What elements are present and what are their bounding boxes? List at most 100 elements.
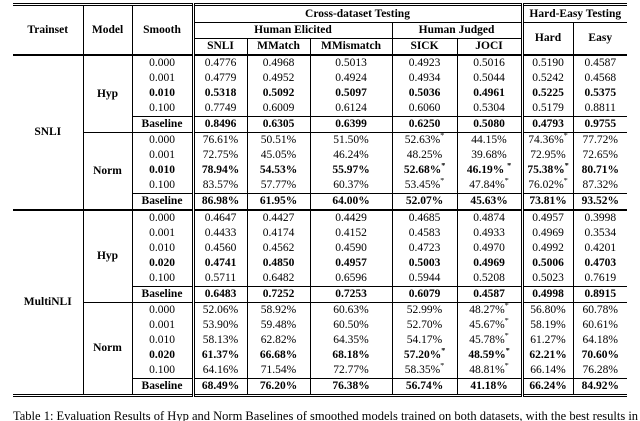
- trainset-cell-snli: SNLI: [13, 54, 83, 210]
- value-cell-joci: 0.5080: [456, 116, 522, 133]
- value-cell-snli: 83.57%: [191, 178, 247, 194]
- value-cell-joci: 44.15%: [456, 132, 522, 148]
- smooth-cell: 0.100: [131, 178, 193, 194]
- header-hard-easy-testing: Hard-Easy Testing: [520, 4, 627, 23]
- value-cell-sick: 48.25%: [391, 148, 457, 163]
- value-cell-mmismatch: 0.4957: [309, 256, 392, 271]
- table-row: 0.010 58.13% 62.82% 64.35% 54.17% 45.78%* 61.2…: [13, 333, 627, 348]
- value-cell-sick: 0.5036: [391, 86, 457, 101]
- significance-asterisk: *: [440, 363, 445, 371]
- smooth-cell: 0.100: [131, 101, 193, 117]
- model-cell-norm: Norm: [82, 302, 132, 396]
- model-cell-hyp: Hyp: [82, 209, 132, 303]
- value-cell-snli: 0.8496: [191, 116, 247, 133]
- value-cell-joci: 0.4961: [456, 86, 522, 101]
- value-cell-hard: 74.36%*: [520, 132, 573, 148]
- header-easy: Easy: [572, 22, 627, 55]
- value-cell-joci: 48.27%*: [456, 302, 522, 318]
- value-cell-easy: 0.8915: [572, 286, 627, 303]
- significance-asterisk: *: [440, 178, 445, 186]
- header-sick: SICK: [391, 38, 457, 55]
- value-cell-snli: 76.61%: [191, 132, 247, 148]
- value-cell-mmismatch: 72.77%: [309, 363, 392, 379]
- value-cell-hard: 0.5006: [520, 256, 573, 271]
- header-cross-dataset-testing: Cross-dataset Testing: [191, 4, 522, 23]
- significance-asterisk: *: [504, 318, 509, 326]
- value-cell-joci: 0.4587: [456, 286, 522, 303]
- value-cell-sick: 57.20%*: [391, 348, 457, 363]
- smooth-cell: 0.001: [131, 318, 193, 333]
- trainset-cell-multinli: MultiNLI: [13, 209, 83, 396]
- smooth-cell: 0.010: [131, 86, 193, 101]
- value-cell-snli: 52.06%: [191, 302, 247, 318]
- table-row: Baseline 68.49% 76.20% 76.38% 56.74% 41.18% 66…: [13, 378, 627, 396]
- table-row: 0.001 0.4779 0.4952 0.4924 0.4934 0.5044 0.524…: [13, 71, 627, 86]
- value-cell-snli: 0.4433: [191, 226, 247, 241]
- value-cell-sick: 52.68%*: [391, 163, 457, 178]
- value-cell-hard: 66.14%: [520, 363, 573, 379]
- value-cell-mmismatch: 51.50%: [309, 132, 392, 148]
- value-cell-joci: 45.67%*: [456, 318, 522, 333]
- smooth-cell: 0.001: [131, 71, 193, 86]
- value-cell-hard: 0.5190: [520, 54, 573, 71]
- value-cell-snli: 53.90%: [191, 318, 247, 333]
- value-cell-easy: 0.5375: [572, 86, 627, 101]
- value-cell-mmismatch: 76.38%: [309, 378, 392, 396]
- value-cell-snli: 68.49%: [191, 378, 247, 396]
- header-hard: Hard: [520, 22, 573, 55]
- value-cell-easy: 80.71%: [572, 163, 627, 178]
- value-cell-hard: 58.19%: [520, 318, 573, 333]
- table-row: Baseline 0.6483 0.7252 0.7253 0.6079 0.4587 0.…: [13, 286, 627, 303]
- value-cell-mmatch: 45.05%: [246, 148, 310, 163]
- value-cell-joci: 0.4969: [456, 256, 522, 271]
- smooth-cell-baseline: Baseline: [131, 116, 193, 133]
- table-row: SNLI Hyp 0.000 0.4776 0.4968 0.5013 0.4923 0.50…: [13, 54, 627, 210]
- significance-asterisk: *: [440, 132, 445, 141]
- header-human-elicited: Human Elicited: [191, 22, 392, 39]
- table-row: 0.001 0.4433 0.4174 0.4152 0.4583 0.4933 0.496…: [13, 226, 627, 241]
- table-row: 0.100 64.16% 71.54% 72.77% 58.35%* 48.81%* 66.…: [13, 363, 627, 379]
- value-cell-easy: 87.32%: [572, 178, 627, 194]
- value-cell-snli: 0.7749: [191, 101, 247, 117]
- table-header: Trainset Model Smooth Cross-dataset Test…: [13, 4, 627, 55]
- value-cell-mmatch: 57.77%: [246, 178, 310, 194]
- table-row: 0.100 83.57% 57.77% 60.37% 53.45%* 47.84%* 76.…: [13, 178, 627, 194]
- value-cell-hard: 0.4957: [520, 209, 573, 226]
- value-cell-mmismatch: 64.00%: [309, 193, 392, 210]
- value-cell-sick: 0.6060: [391, 101, 457, 117]
- header-human-judged: Human Judged: [391, 22, 522, 39]
- value-cell-hard: 73.81%: [520, 193, 573, 210]
- value-cell-joci: 0.5044: [456, 71, 522, 86]
- value-cell-mmatch: 0.6009: [246, 101, 310, 117]
- header-smooth: Smooth: [131, 4, 193, 55]
- value-cell-sick: 0.4685: [391, 209, 457, 226]
- value-cell-snli: 58.13%: [191, 333, 247, 348]
- value-cell-joci: 0.4874: [456, 209, 522, 226]
- value-cell-mmatch: 0.4850: [246, 256, 310, 271]
- value-cell-joci: 0.4970: [456, 241, 522, 256]
- smooth-cell: 0.001: [131, 226, 193, 241]
- value-cell-mmismatch: 64.35%: [309, 333, 392, 348]
- value-cell-easy: 0.3534: [572, 226, 627, 241]
- table-row: Norm 0.000 52.06% 58.92% 60.63% 52.99% 48.27%*…: [13, 302, 627, 396]
- value-cell-easy: 0.4201: [572, 241, 627, 256]
- significance-asterisk: *: [441, 163, 446, 171]
- value-cell-mmatch: 71.54%: [246, 363, 310, 379]
- table-row: 0.001 53.90% 59.48% 60.50% 52.70% 45.67%* 58.1…: [13, 318, 627, 333]
- smooth-cell: 0.000: [131, 132, 193, 148]
- value-cell-snli: 0.5711: [191, 271, 247, 287]
- table-row: 0.100 0.5711 0.6482 0.6596 0.5944 0.5208 0.502…: [13, 271, 627, 287]
- table-row: 0.100 0.7749 0.6009 0.6124 0.6060 0.5304 0.517…: [13, 101, 627, 117]
- smooth-cell-baseline: Baseline: [131, 286, 193, 303]
- value-cell-mmismatch: 60.50%: [309, 318, 392, 333]
- value-cell-mmatch: 0.7252: [246, 286, 310, 303]
- value-cell-mmismatch: 0.4429: [309, 209, 392, 226]
- value-cell-sick: 52.99%: [391, 302, 457, 318]
- value-cell-mmatch: 76.20%: [246, 378, 310, 396]
- value-cell-mmatch: 58.92%: [246, 302, 310, 318]
- value-cell-mmismatch: 0.4590: [309, 241, 392, 256]
- header-row-groups: Trainset Model Smooth Cross-dataset Test…: [13, 4, 627, 55]
- value-cell-mmatch: 61.95%: [246, 193, 310, 210]
- value-cell-mmismatch: 0.5013: [309, 54, 392, 71]
- value-cell-sick: 0.5003: [391, 256, 457, 271]
